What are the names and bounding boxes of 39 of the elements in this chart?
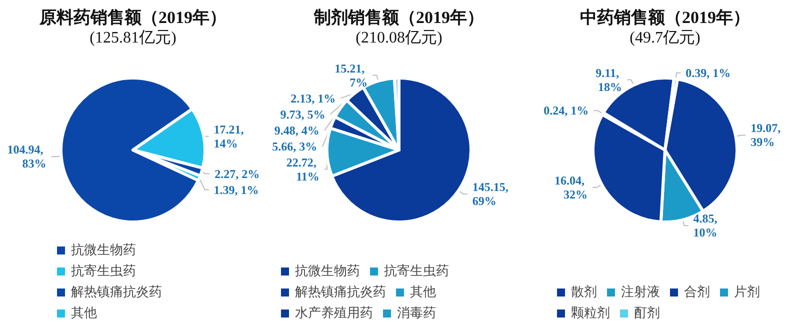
- data-label: 104.94, 83%: [7, 142, 46, 171]
- legend-label: 散剂: [571, 284, 597, 300]
- data-label: 0.24, 1%: [544, 104, 589, 118]
- legend-label: 酊剂: [634, 305, 660, 321]
- legend-label: 解热镇痛抗炎药: [295, 285, 386, 300]
- data-label: 5.66, 3%: [272, 139, 318, 154]
- legend-label: 抗微生物药: [71, 243, 136, 258]
- data-label: 1.39, 1%: [214, 182, 259, 197]
- data-label: 2.13, 1%: [290, 91, 336, 106]
- legend-label: 抗寄生虫药: [71, 263, 136, 279]
- data-label: 16.04, 32%: [554, 173, 588, 202]
- data-label: 0.39, 1%: [686, 66, 731, 80]
- data-label: 4.85, 10%: [693, 212, 720, 240]
- legend-label: 片剂: [734, 284, 760, 300]
- legend-label: 水产养殖用药: [295, 305, 373, 321]
- legend-label: 解热镇痛抗炎药: [71, 285, 162, 300]
- legend-label: 消毒药: [397, 306, 436, 321]
- data-label: 2.27, 2%: [214, 166, 260, 181]
- data-label: 145.15, 69%: [472, 180, 512, 208]
- chart-title: 制剂销售额（2019年）: [313, 8, 484, 27]
- legend-label: 合剂: [684, 284, 710, 300]
- data-label: 9.11, 18%: [596, 66, 622, 94]
- data-label: 15.21, 7%: [334, 61, 368, 90]
- data-label: 22.72, 11%: [286, 155, 320, 184]
- data-label: 9.73, 5%: [280, 107, 326, 122]
- chart-subtitle: (210.08亿元): [356, 30, 442, 46]
- data-label: 19.07, 39%: [750, 121, 784, 150]
- chart-title: 原料药销售额（2019年）: [38, 8, 226, 27]
- legend-label: 其他: [410, 285, 436, 300]
- chart-title: 中药销售额（2019年）: [580, 8, 750, 27]
- data-label: 9.48, 4%: [274, 123, 320, 138]
- legend-label: 抗微生物药: [295, 264, 360, 279]
- legend-label: 颗粒剂: [571, 305, 610, 321]
- chart-subtitle: (49.7亿元): [630, 30, 700, 46]
- legend-label: 注射液: [621, 285, 660, 300]
- data-label: 17.21, 14%: [214, 122, 247, 150]
- legend-label: 其他: [71, 306, 97, 321]
- chart-subtitle: (125.81亿元): [90, 30, 176, 46]
- legend-label: 抗寄生虫药: [384, 263, 449, 279]
